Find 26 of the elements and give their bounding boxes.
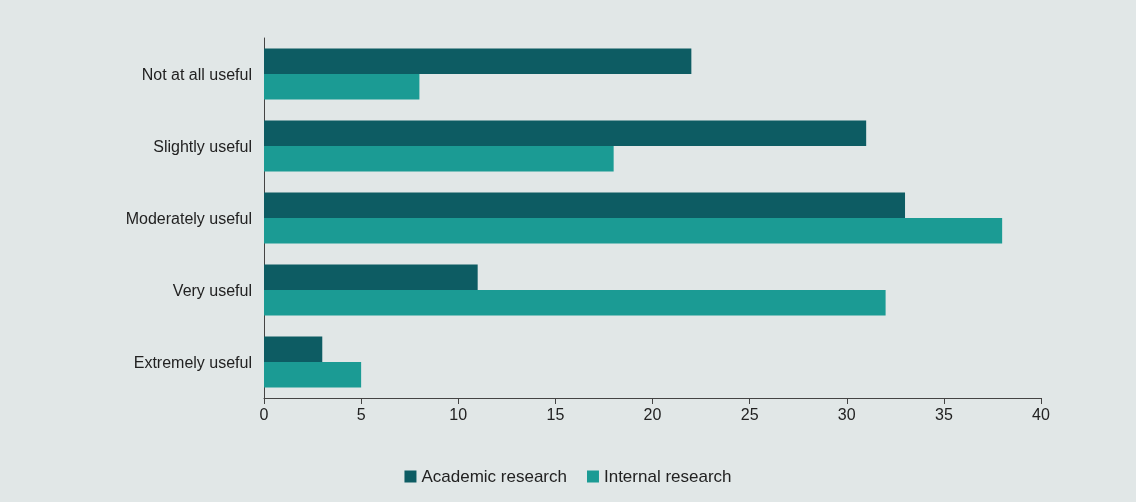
x-tick-label: 15 xyxy=(546,405,565,423)
y-tick-label: Slightly useful xyxy=(153,137,252,155)
x-tick-label: 10 xyxy=(449,405,468,423)
bar xyxy=(264,74,420,100)
bar xyxy=(264,362,362,388)
bar xyxy=(264,48,692,74)
bar xyxy=(264,218,1003,244)
bar xyxy=(264,264,478,290)
x-tick-label: 35 xyxy=(934,405,953,423)
legend-label: Internal research xyxy=(603,467,732,486)
y-tick-label: Extremely useful xyxy=(133,353,252,371)
x-tick-label: 0 xyxy=(259,405,269,423)
y-tick-label: Moderately useful xyxy=(125,209,252,227)
bar xyxy=(264,146,614,172)
bar xyxy=(264,336,323,362)
bar xyxy=(264,192,906,218)
x-tick-label: 40 xyxy=(1032,405,1050,423)
x-tick-label: 20 xyxy=(643,405,662,423)
y-tick-label: Not at all useful xyxy=(141,65,252,83)
y-tick-label: Very useful xyxy=(172,281,252,299)
x-tick-label: 5 xyxy=(356,405,366,423)
legend-label: Academic research xyxy=(421,467,567,486)
x-tick-label: 25 xyxy=(740,405,759,423)
bar xyxy=(264,120,867,146)
bar xyxy=(264,290,886,316)
x-tick-label: 30 xyxy=(837,405,856,423)
